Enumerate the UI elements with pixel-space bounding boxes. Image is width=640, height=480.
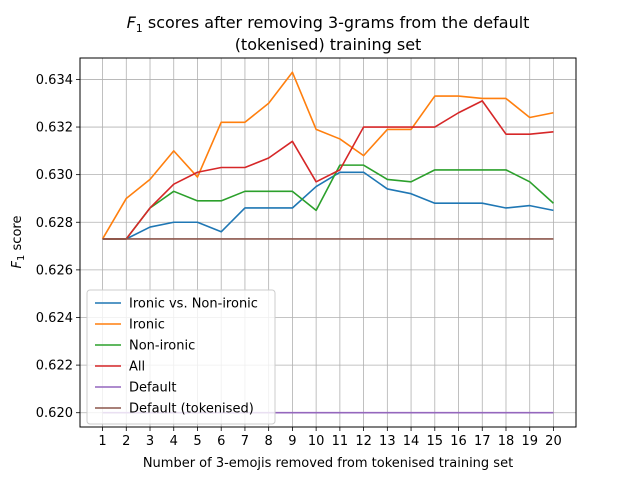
x-tick-label: 17 [474,434,491,449]
legend-box [86,289,276,425]
legend: Ironic vs. Non-ironic Ironic Non-ironic All… [86,289,276,425]
x-tick-label: 12 [355,434,372,449]
x-tick-label: 20 [545,434,562,449]
series-line [102,171,554,240]
chart-title: F1 scores after removing 3-grams from th… [127,13,530,54]
legend-label: Ironic [129,318,165,333]
x-tick-label: 13 [379,434,396,449]
legend-label: Ironic vs. Non-ironic [129,297,258,312]
title-prefix: F [127,13,137,32]
title-line-1: F1 scores after removing 3-grams from th… [127,13,530,35]
x-tick-label: 10 [308,434,325,449]
legend-label: Default (tokenised) [129,402,254,417]
x-tick-label: 19 [521,434,538,449]
x-tick-label: 4 [170,434,178,449]
legend-label: Non-ironic [129,339,195,354]
x-tick-label: 14 [403,434,420,449]
y-label-prefix: F [10,260,25,268]
series-line [101,71,554,240]
y-tick-label: 0.626 [36,263,73,278]
y-tick-label: 0.634 [36,73,73,88]
x-axis-ticks: 1 2 3 4 5 6 7 8 9 10 11 12 13 14 15 16 17 18 19 20 [98,427,562,449]
x-tick-label: 15 [427,434,444,449]
title-subscript: 1 [136,22,143,35]
title-line-2: (tokenised) training set [235,35,422,54]
series-line [102,100,554,240]
x-tick-label: 2 [122,434,130,449]
x-tick-label: 8 [265,434,273,449]
legend-label: All [129,360,145,375]
x-tick-label: 5 [193,434,201,449]
title-line-1-rest: scores after removing 3-grams from the d… [143,13,530,32]
x-tick-label: 16 [450,434,467,449]
y-tick-label: 0.632 [36,121,73,136]
series-line [102,164,554,240]
y-tick-label: 0.622 [36,359,73,374]
y-tick-label: 0.620 [36,406,73,421]
y-label-subscript: 1 [16,255,27,261]
y-label-rest: score [10,216,25,255]
x-tick-label: 11 [332,434,349,449]
x-tick-label: 7 [241,434,249,449]
legend-label: Default [129,381,177,396]
y-tick-label: 0.630 [36,168,73,183]
x-tick-label: 6 [217,434,225,449]
x-tick-label: 1 [98,434,106,449]
y-axis-ticks: 0.620 0.622 0.624 0.626 0.628 0.630 0.632 0.634 [36,73,80,421]
y-axis-label: F1 score [10,216,27,269]
y-tick-label: 0.628 [36,216,73,231]
x-tick-label: 18 [498,434,515,449]
x-axis-label: Number of 3-emojis removed from tokenise… [143,456,513,471]
x-tick-label: 3 [146,434,154,449]
y-tick-label: 0.624 [36,311,73,326]
x-tick-label: 9 [288,434,296,449]
plot-frame [79,57,577,428]
